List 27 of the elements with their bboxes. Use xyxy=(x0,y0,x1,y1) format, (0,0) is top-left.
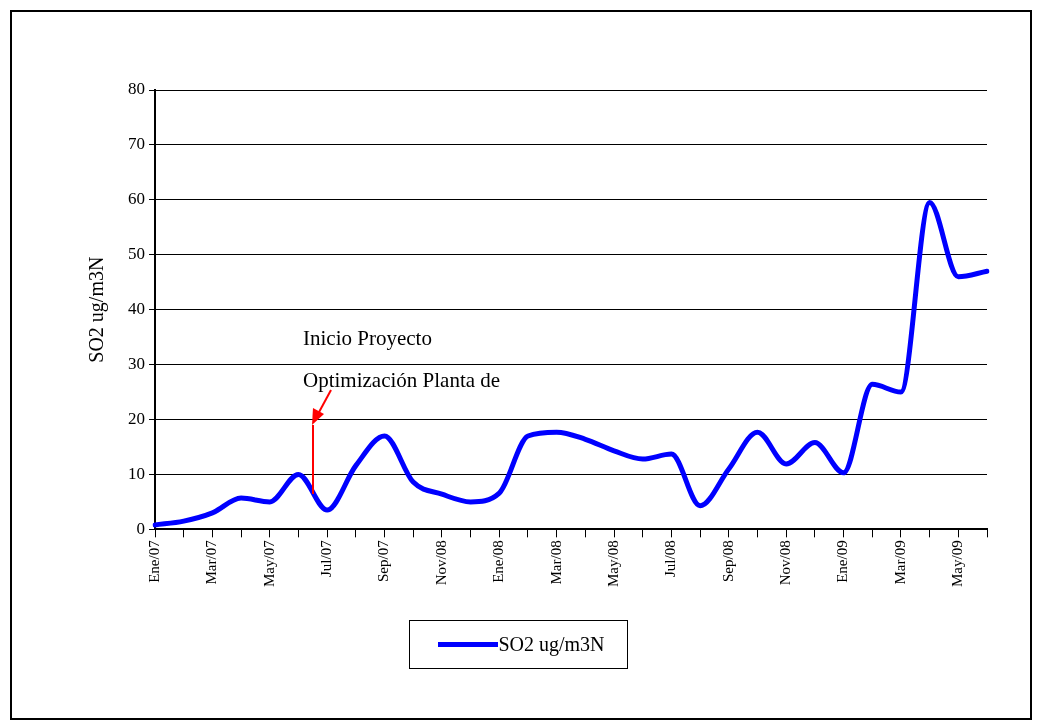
annotation: Inicio Proyecto Optimización Planta de xyxy=(303,325,502,394)
x-tick-label: Jul/08 xyxy=(662,540,679,578)
y-tick-label: 80 xyxy=(128,79,145,99)
y-tick-label: 50 xyxy=(128,244,145,264)
x-tick-label: May/09 xyxy=(949,540,966,588)
y-axis-title: SO2 ug/m3N xyxy=(85,256,109,363)
legend-label: SO2 ug/m3N xyxy=(498,633,605,656)
y-tick-label: 10 xyxy=(128,463,145,483)
x-tick-label: May/07 xyxy=(260,539,277,588)
x-tick-label: Mar/07 xyxy=(203,539,220,585)
x-tick-label: Mar/08 xyxy=(547,540,564,585)
x-tick-label: Jul/07 xyxy=(318,539,335,578)
x-tick-label: May/08 xyxy=(604,540,621,588)
y-tick-label: 70 xyxy=(128,134,145,154)
y-tick-label: 30 xyxy=(128,354,145,374)
y-tick-label: 20 xyxy=(128,408,145,428)
x-tick-label: Ene/08 xyxy=(490,540,507,583)
y-tick-label: 40 xyxy=(128,299,145,319)
x-tick-label: Nov/08 xyxy=(777,540,794,586)
x-tick-label: Sep/08 xyxy=(719,540,736,583)
y-tick-label: 60 xyxy=(128,189,145,209)
y-tick-label: 0 xyxy=(136,518,145,538)
x-tick-label: Ene/09 xyxy=(834,540,851,583)
x-tick-label: Ene/07 xyxy=(145,539,162,583)
x-tick-label: Mar/09 xyxy=(891,540,908,585)
x-tick-label: Nov/08 xyxy=(432,540,449,586)
x-tick-label: Sep/07 xyxy=(375,539,392,583)
